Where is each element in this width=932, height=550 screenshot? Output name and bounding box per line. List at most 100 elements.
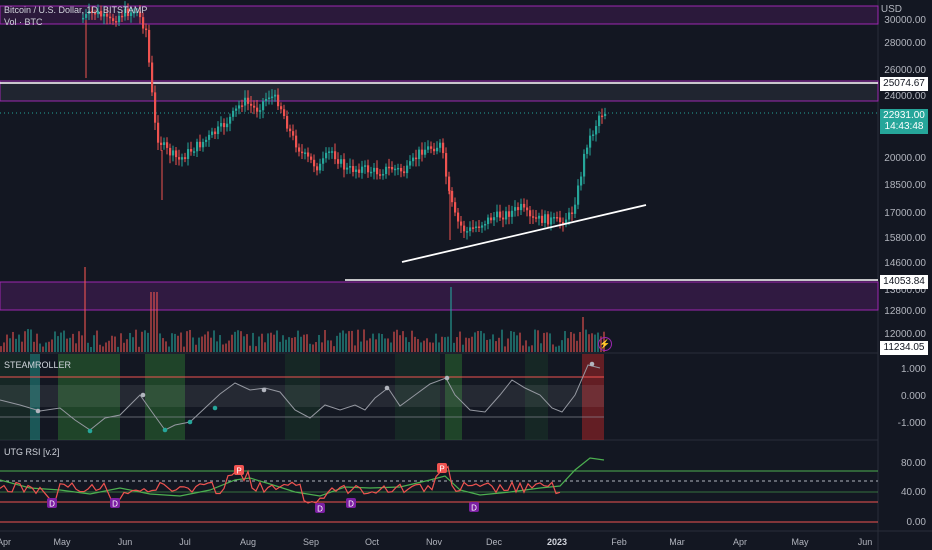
symbol-legend[interactable]: Bitcoin / U.S. Dollar, 1D, BITSTAMP [4,5,148,15]
candle-body [529,210,532,217]
rsi-peak-marker [437,463,447,473]
candle-body [355,169,358,172]
candle-body [292,131,295,136]
volume-bar [201,336,203,352]
candle-body [166,142,169,148]
trend-band [30,354,40,440]
candle-body [478,226,481,229]
volume-bar [168,346,170,352]
volume-bar [297,330,299,352]
candle-body [124,8,127,17]
candle-body [340,159,343,164]
candle-body [328,151,331,153]
time-axis-label: 2023 [546,537,568,547]
volume-bar [321,342,323,352]
volume-bar [522,345,524,352]
volume-bar [480,330,482,352]
candle-body [553,217,556,219]
volume-bar [57,336,59,352]
volume-bar [126,339,128,352]
candle-body [241,105,244,107]
trend-band [525,354,548,440]
volume-legend[interactable]: Vol · BTC [4,17,43,27]
volume-bar [231,334,233,352]
volume-bar [264,342,266,352]
candle-body [259,110,262,112]
volume-bar [6,334,8,352]
candle-body [226,123,229,128]
candle-body [391,167,394,170]
volume-bar [108,340,110,352]
volume-bar [288,337,290,352]
time-axis-label: Apr [732,537,748,547]
volume-bar [471,336,473,352]
volume-bar [246,334,248,352]
volume-bar [183,346,185,352]
candle-body [592,134,595,136]
volume-bar [165,341,167,352]
rsi-title[interactable]: UTG RSI [v.2] [4,447,60,457]
oscillator-dot [261,387,267,393]
candle-body [169,147,172,156]
volume-bar [591,333,593,352]
time-axis-label: Nov [425,537,443,547]
candle-body [508,211,511,217]
support-zone [0,281,879,311]
candle-body [394,168,397,171]
volume-bar [330,340,332,352]
volume-bar [363,329,365,352]
candle-body [514,207,517,211]
volume-bar [54,331,56,352]
volume-bar [63,330,65,352]
volume-bar [249,345,251,352]
candle-body [304,152,307,154]
volume-bar [519,332,521,352]
volume-bar [30,329,32,352]
volume-bar [255,346,257,352]
volume-bar [414,336,416,352]
volume-bar [294,337,296,352]
trend-band [58,354,120,440]
candle-body [181,157,184,160]
volume-bar [27,329,29,352]
candle-body [208,134,211,140]
candle-body [565,219,568,225]
candle-body [322,158,325,164]
candle-body [379,174,382,176]
price-axis-label: 14600.00 [884,258,926,269]
volume-bar [270,332,272,352]
volume-bar [186,331,188,352]
candle-body [265,99,268,102]
rsi-axis-high: 80.00 [900,458,926,469]
volume-bar [123,342,125,352]
candle-body [298,147,301,152]
volume-bar [492,334,494,352]
price-axis-label: 20000.00 [884,153,926,164]
candle-body [424,149,427,155]
rsi-dip-marker-label: D [112,500,118,509]
candle-body [574,204,577,214]
lightning-icon[interactable]: ⚡ [598,337,612,351]
oscillator-dot [87,428,93,434]
price-axis-label: 24000.00 [884,91,926,102]
steamroller-title[interactable]: STEAMROLLER [4,360,72,370]
volume-bar [141,331,143,352]
volume-bar [429,342,431,352]
price-axis-label: 12800.00 [884,306,926,317]
candle-body [202,141,205,148]
volume-bar [369,338,371,352]
volume-bar [324,330,326,352]
rsi-dip-marker [47,498,57,508]
candle-body [289,128,292,132]
price-axis-label: 18500.00 [884,180,926,191]
trend-line [401,204,647,263]
volume-bar [477,330,479,352]
volume-bar [450,287,452,352]
candle-body [223,123,226,128]
candle-body [499,211,502,218]
volume-bar [243,336,245,352]
candle-body [187,149,190,159]
volume-bar [132,337,134,352]
